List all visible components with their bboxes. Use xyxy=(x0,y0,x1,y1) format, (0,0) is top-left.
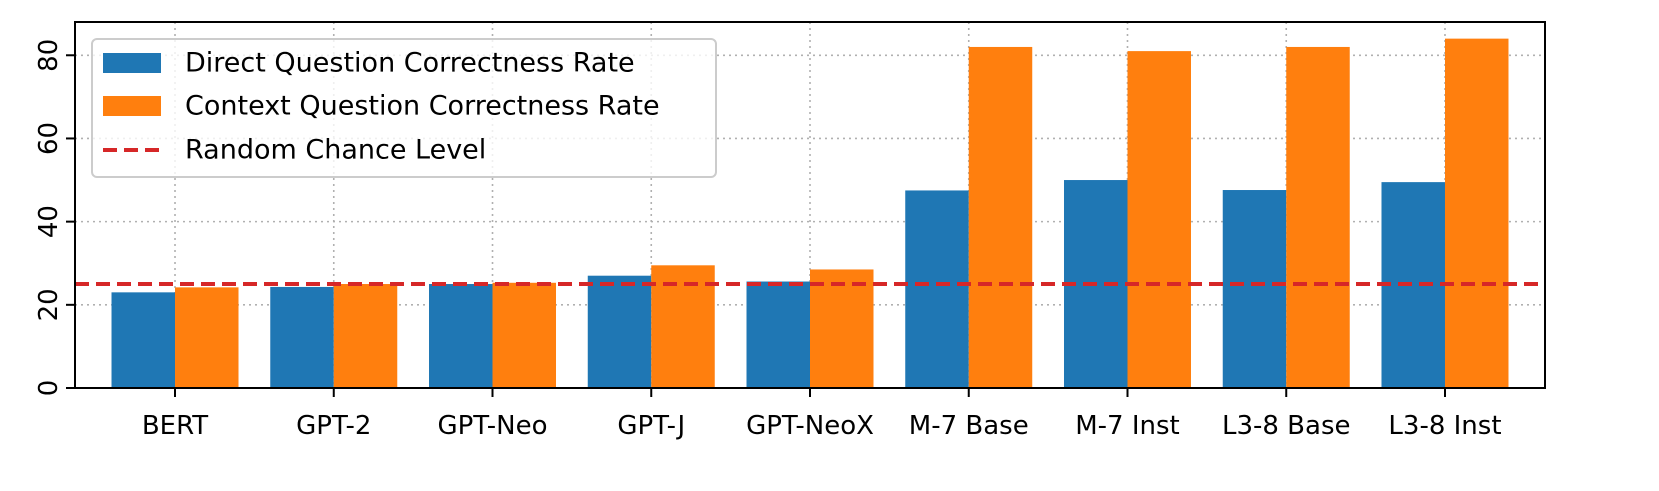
bar-context xyxy=(175,287,239,388)
bar-context xyxy=(968,46,1033,389)
legend-swatch-direct xyxy=(103,53,161,73)
x-tick-label: GPT-NeoX xyxy=(746,411,874,441)
y-tick-label: 80 xyxy=(34,39,64,72)
x-tick-label: M-7 Base xyxy=(909,411,1029,441)
bar-context xyxy=(492,282,557,388)
bar-direct xyxy=(1381,182,1445,388)
legend-label-context: Context Question Correctness Rate xyxy=(185,91,660,122)
x-tick-label: GPT-2 xyxy=(296,411,371,441)
x-tick-label: M-7 Inst xyxy=(1075,411,1180,441)
y-tick-label: 60 xyxy=(34,122,64,155)
bar-context xyxy=(1286,46,1350,389)
x-tick-label: L3-8 Inst xyxy=(1388,411,1501,441)
legend-swatch-context xyxy=(103,96,161,116)
legend-box xyxy=(91,38,717,178)
bar-direct xyxy=(587,275,652,388)
legend-label-direct: Direct Question Correctness Rate xyxy=(185,48,635,79)
bar-context xyxy=(1444,38,1509,389)
y-tick-label: 0 xyxy=(34,380,64,397)
x-axis: BERT GPT-2 GPT-Neo GPT-J GPT-NeoX M-7 Base M-7… xyxy=(142,388,1502,441)
legend-label-random-chance: Random Chance Level xyxy=(185,135,486,166)
bar-direct xyxy=(1222,190,1287,388)
y-axis: 0 20 40 60 80 xyxy=(34,39,75,397)
bar-direct xyxy=(746,281,810,388)
y-tick-label: 20 xyxy=(34,288,64,321)
bar-direct xyxy=(270,286,334,388)
x-tick-label: L3-8 Base xyxy=(1222,411,1351,441)
bar-context xyxy=(810,269,874,388)
y-tick-label: 40 xyxy=(34,205,64,238)
bar-direct xyxy=(905,190,969,388)
bar-context xyxy=(333,284,398,388)
legend: Direct Question Correctness Rate Context… xyxy=(91,38,717,178)
bar-direct xyxy=(429,284,493,388)
x-tick-label: BERT xyxy=(142,411,208,441)
bar-context xyxy=(651,265,715,388)
bar-context xyxy=(1127,51,1191,388)
bar-direct xyxy=(111,292,176,388)
x-tick-label: GPT-J xyxy=(617,411,685,441)
x-tick-label: GPT-Neo xyxy=(437,411,547,441)
